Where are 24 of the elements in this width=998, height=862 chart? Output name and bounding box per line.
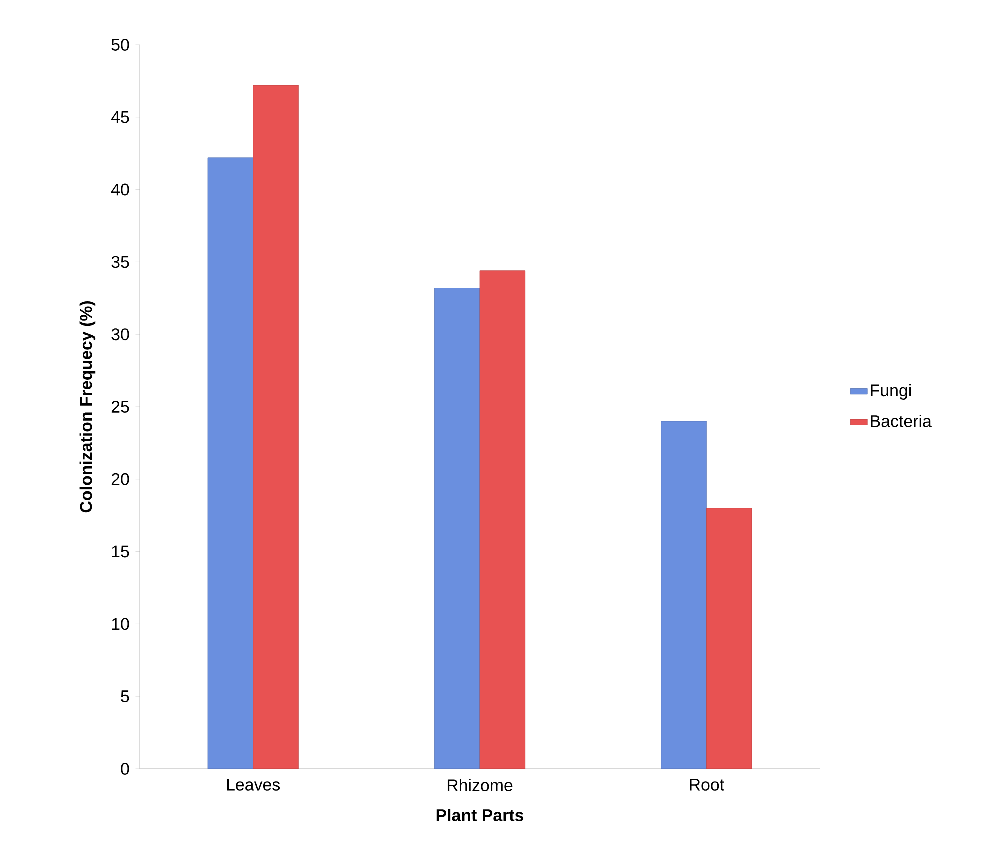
x-tick-label: Leaves [227,779,280,791]
bar [661,421,707,770]
y-tick-label: 50 [112,38,130,51]
bar [434,288,480,770]
bar [208,158,254,770]
bar [480,270,526,770]
y-tick-label: 45 [111,111,130,124]
y-tick-label: 35 [112,256,130,268]
legend-label: Bacteria [871,414,932,428]
y-tick-label: 20 [112,473,130,486]
x-tick-label: Root [690,779,724,791]
bar [706,508,752,770]
y-tick-label: 15 [112,546,130,558]
bar [253,85,299,770]
y-tick-label: 40 [111,184,130,196]
legend-label: Fungi [871,384,912,400]
y-tick-label: 10 [112,618,130,630]
y-tick-label: 5 [121,690,130,702]
y-tick-label: 25 [112,400,130,413]
x-tick-label: Rhizome [448,779,513,792]
y-tick-label: 30 [112,328,130,341]
y-tick-label: 0 [121,762,130,775]
x-axis-title: Plant Parts [436,809,524,822]
y-axis-title: Colonization Frequecy (%) [80,302,96,513]
